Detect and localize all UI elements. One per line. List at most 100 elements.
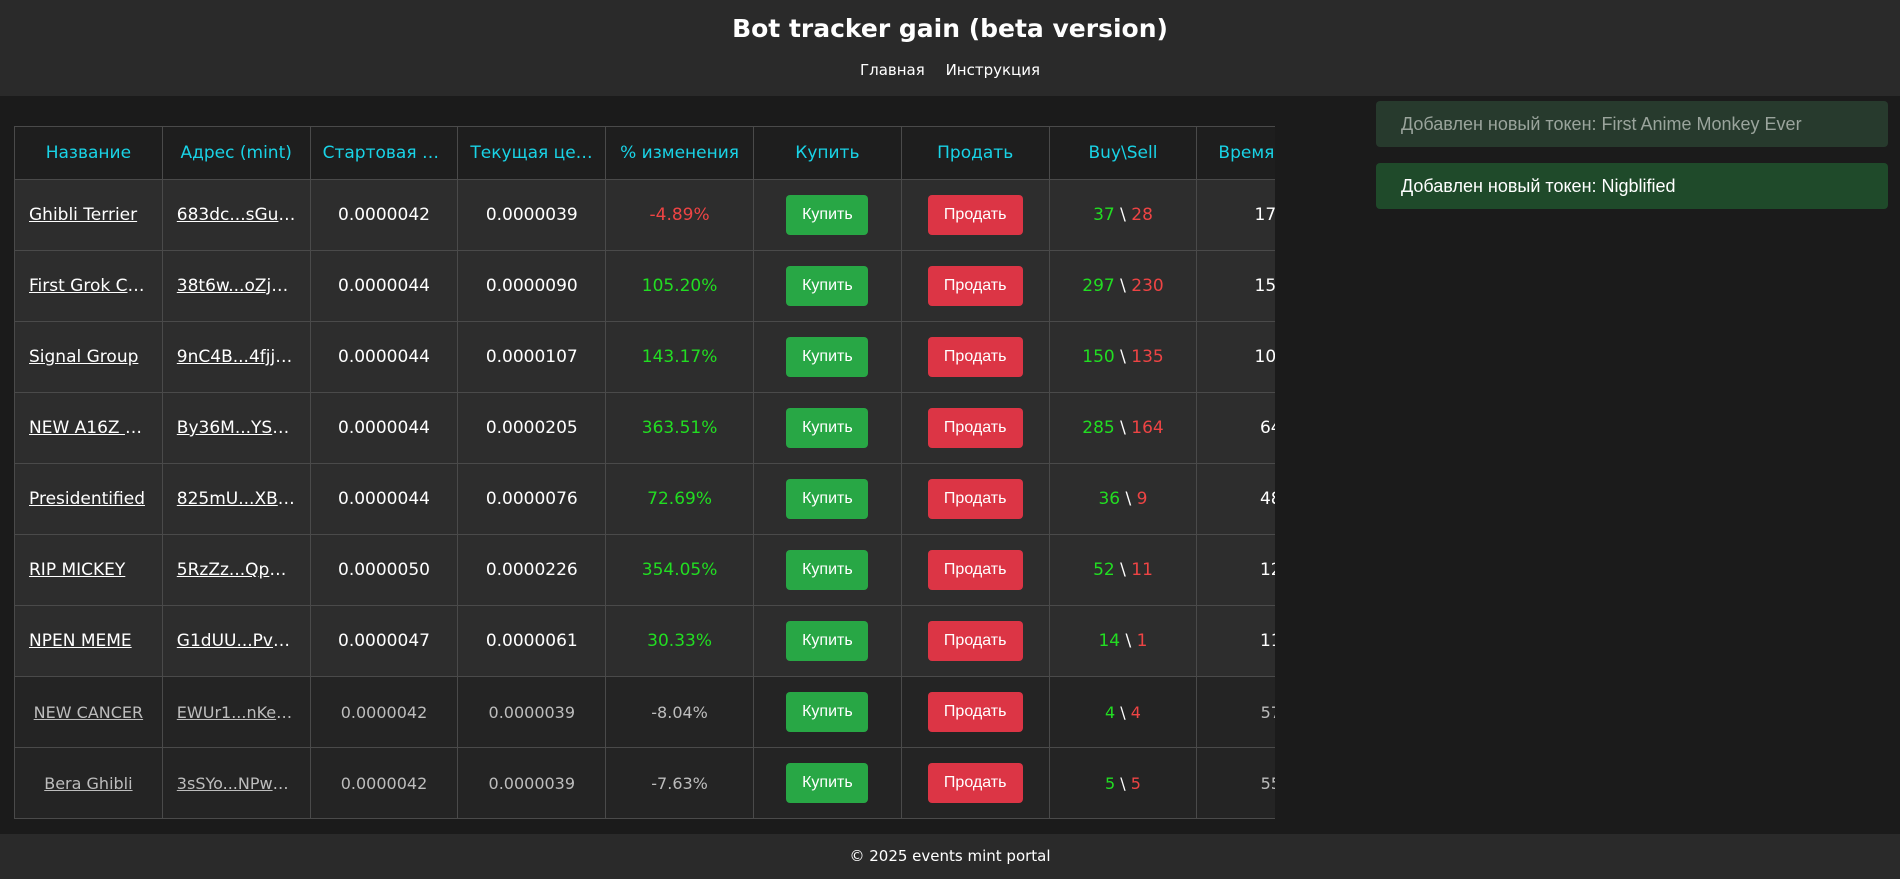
change-percent-cell: 30.33% [605,605,754,677]
token-address-link[interactable]: By36M...YSpump [176,418,311,438]
token-address-link[interactable]: 5RzZz...Qppump [176,560,311,580]
buy-sell-separator: \ [1120,773,1126,793]
table-row: Bera Ghibli 3sSYo...NPwpump 0.0000042 0.000… [14,747,1275,819]
notification-new-token: Добавлен новый токен: Nigblified [1376,163,1888,209]
sell-count: 135 [1131,347,1164,367]
buy-cell: Купить [752,605,902,677]
token-address-cell: 5RzZz...Qppump [161,534,311,606]
token-address-link[interactable]: 38t6w...oZjpump [176,276,311,296]
sell-button[interactable]: Продать [927,337,1023,377]
column-header-time: Время (сек) [1196,126,1275,180]
start-price-cell: 0.0000047 [309,605,459,677]
buy-cell: Купить [752,179,902,251]
token-name-cell: Signal Group [14,321,163,393]
token-name-link[interactable]: Ghibli Terrier [29,205,138,225]
token-name-link[interactable]: Bera Ghibli [44,773,133,793]
change-percent-cell: 143.17% [605,321,754,393]
start-price-cell: 0.0000044 [309,250,459,322]
buy-button[interactable]: Купить [786,621,869,661]
buy-sell-separator: \ [1120,205,1126,225]
token-address-cell: By36M...YSpump [161,392,311,464]
token-name-cell: First Grok Coin [14,250,163,322]
table-row: RIP MICKEY 5RzZz...Qppump 0.0000050 0.00002… [14,534,1275,606]
time-cell: 11 [1196,605,1275,677]
buy-sell-separator: \ [1120,418,1126,438]
buy-sell-separator: \ [1120,560,1126,580]
sell-button[interactable]: Продать [927,621,1023,661]
token-name-link[interactable]: NEW A16Z Token [29,418,163,438]
sell-button[interactable]: Продать [927,479,1023,519]
table-row: First Grok Coin 38t6w...oZjpump 0.0000044 0… [14,250,1275,322]
buy-sell-count-cell: 37 \ 28 [1048,179,1198,251]
token-name-link[interactable]: RIP MICKEY [29,560,126,580]
buy-sell-separator: \ [1120,276,1126,296]
buy-button[interactable]: Купить [786,195,869,235]
sell-count: 1 [1136,631,1148,651]
buy-sell-separator: \ [1125,489,1132,509]
buy-button[interactable]: Купить [786,550,869,590]
token-address-cell: EWUr1...nKepump [161,676,311,748]
buy-button[interactable]: Купить [786,479,869,519]
current-price-cell: 0.0000107 [457,321,607,393]
buy-button[interactable]: Купить [786,337,869,377]
column-header-change: % изменения [605,126,754,180]
token-address-link[interactable]: EWUr1...nKepump [176,702,311,722]
token-name-link[interactable]: First Grok Coin [29,276,154,296]
buy-button[interactable]: Купить [786,408,869,448]
token-address-cell: 825mU...XBpump [161,463,311,535]
token-address-link[interactable]: 9nC4B...4fjjpump [176,347,311,367]
token-name-cell: NEW CANCER [14,676,163,748]
buy-sell-count-cell: 5 \ 5 [1048,747,1198,819]
sell-cell: Продать [900,605,1050,677]
buy-button[interactable]: Купить [786,266,869,306]
main-nav: Главная Инструкция [0,61,1900,79]
token-name-link[interactable]: Signal Group [29,347,139,367]
sell-button[interactable]: Продать [927,763,1023,803]
buy-cell: Купить [752,463,902,535]
nav-link-instructions[interactable]: Инструкция [945,61,1041,79]
buy-button[interactable]: Купить [786,692,869,732]
sell-button[interactable]: Продать [927,550,1023,590]
sell-button[interactable]: Продать [927,408,1023,448]
buy-sell-count-cell: 297 \ 230 [1048,250,1198,322]
start-price-cell: 0.0000050 [309,534,459,606]
buy-count: 36 [1098,489,1121,509]
buy-sell-separator: \ [1120,702,1126,722]
buy-cell: Купить [752,534,902,606]
tokens-table: Название Адрес (mint) Стартовая цена Тек… [14,126,1275,819]
sell-button[interactable]: Продать [927,692,1023,732]
token-name-cell: NEW A16Z Token [14,392,163,464]
column-header-sell: Продать [900,126,1050,180]
sell-count: 230 [1131,276,1164,296]
sell-button[interactable]: Продать [927,266,1023,306]
token-address-link[interactable]: 825mU...XBpump [176,489,309,509]
token-name-cell: Presidentified [14,463,163,535]
time-cell: 57 [1196,676,1275,748]
token-name-cell: Bera Ghibli [14,747,163,819]
nav-link-home[interactable]: Главная [859,61,925,79]
start-price-cell: 0.0000044 [309,463,459,535]
buy-cell: Купить [752,747,902,819]
token-name-link[interactable]: Presidentified [29,489,145,509]
time-cell: 48 [1196,463,1275,535]
sell-cell: Продать [900,534,1050,606]
token-name-link[interactable]: NPEN MEME [29,631,132,651]
site-header: Bot tracker gain (beta version) Главная … [0,0,1900,96]
tokens-table-container[interactable]: Название Адрес (mint) Стартовая цена Тек… [14,126,1275,835]
buy-sell-separator: \ [1120,347,1126,367]
buy-count: 37 [1093,205,1115,225]
token-address-link[interactable]: 3sSYo...NPwpump [176,773,311,793]
table-row: Signal Group 9nC4B...4fjjpump 0.0000044 0.0… [14,321,1275,393]
sell-button[interactable]: Продать [927,195,1023,235]
token-address-link[interactable]: G1dUU...Pvpump [176,631,311,651]
buy-sell-count-cell: 285 \ 164 [1048,392,1198,464]
buy-button[interactable]: Купить [786,763,869,803]
buy-cell: Купить [752,392,902,464]
token-address-link[interactable]: 683dc...sGump [176,205,306,225]
token-name-link[interactable]: NEW CANCER [33,702,144,722]
buy-cell: Купить [752,321,902,393]
sell-cell: Продать [900,250,1050,322]
buy-count: 150 [1082,347,1115,367]
buy-count: 285 [1082,418,1115,438]
sell-count: 11 [1131,560,1153,580]
